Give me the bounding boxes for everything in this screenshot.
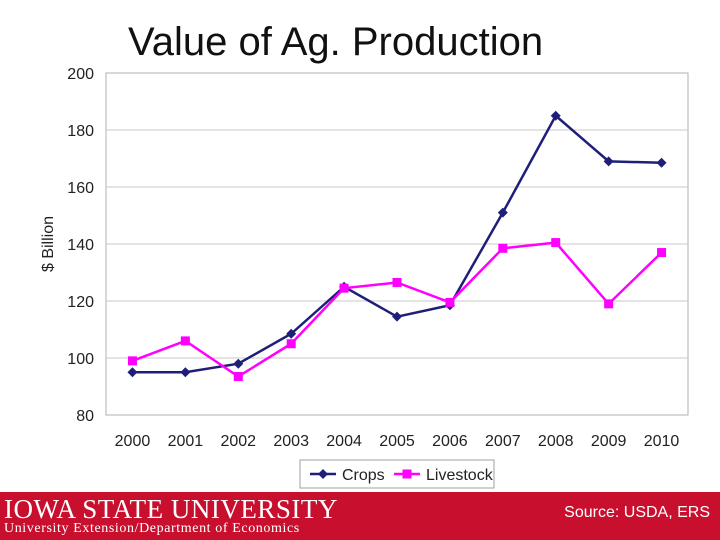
chart-title: Value of Ag. Production xyxy=(128,20,544,64)
data-point-crops xyxy=(392,311,402,322)
data-point-livestock xyxy=(339,283,349,293)
legend-marker-crops xyxy=(318,469,328,479)
data-point-crops xyxy=(180,367,191,378)
x-tick-label: 2002 xyxy=(220,433,256,450)
x-tick-label: 2010 xyxy=(644,433,680,450)
data-point-crops xyxy=(286,328,297,339)
data-point-livestock xyxy=(445,297,455,307)
x-tick-label: 2008 xyxy=(538,433,574,450)
data-point-crops xyxy=(656,157,667,168)
footer-bar: IOWA STATE UNIVERSITY University Extensi… xyxy=(0,492,720,540)
data-point-livestock xyxy=(551,238,561,248)
department-label: University Extension/Department of Econo… xyxy=(4,521,300,536)
data-point-livestock xyxy=(498,243,508,253)
data-point-livestock xyxy=(127,356,137,366)
x-tick-label: 2000 xyxy=(115,433,151,450)
source-label: Source: USDA, ERS xyxy=(564,504,710,521)
data-point-crops xyxy=(233,358,244,369)
x-tick-label: 2001 xyxy=(168,433,204,450)
data-point-livestock xyxy=(233,372,243,382)
y-tick-label: 180 xyxy=(67,123,94,140)
data-point-crops xyxy=(497,207,508,218)
data-point-livestock xyxy=(392,277,402,287)
y-tick-label: 140 xyxy=(67,237,94,254)
data-point-livestock xyxy=(604,299,614,309)
legend-label-livestock: Livestock xyxy=(426,467,494,484)
y-tick-label: 200 xyxy=(67,66,94,83)
y-tick-label: 100 xyxy=(67,351,94,368)
legend-marker-livestock xyxy=(402,469,412,479)
x-tick-label: 2006 xyxy=(432,433,468,450)
legend-label-crops: Crops xyxy=(342,467,385,484)
x-tick-label: 2009 xyxy=(591,433,627,450)
y-tick-label: 120 xyxy=(67,294,94,311)
y-tick-label: 80 xyxy=(76,408,94,425)
data-point-livestock xyxy=(180,336,190,346)
x-tick-label: 2007 xyxy=(485,433,521,450)
iowa-state-logo: IOWA STATE UNIVERSITY xyxy=(4,494,338,524)
data-point-crops xyxy=(603,156,614,167)
data-point-crops xyxy=(550,110,561,121)
x-tick-label: 2003 xyxy=(273,433,309,450)
y-tick-label: 160 xyxy=(67,180,94,197)
x-tick-label: 2005 xyxy=(379,433,415,450)
data-point-livestock xyxy=(657,248,667,258)
x-tick-label: 2004 xyxy=(326,433,362,450)
data-point-crops xyxy=(127,367,138,378)
line-chart: 80 100 120 140 160 180 200 2000 2001 2002 2003 2004… xyxy=(40,66,689,489)
data-point-livestock xyxy=(286,339,296,349)
y-axis-label: $ Billion xyxy=(40,216,57,272)
